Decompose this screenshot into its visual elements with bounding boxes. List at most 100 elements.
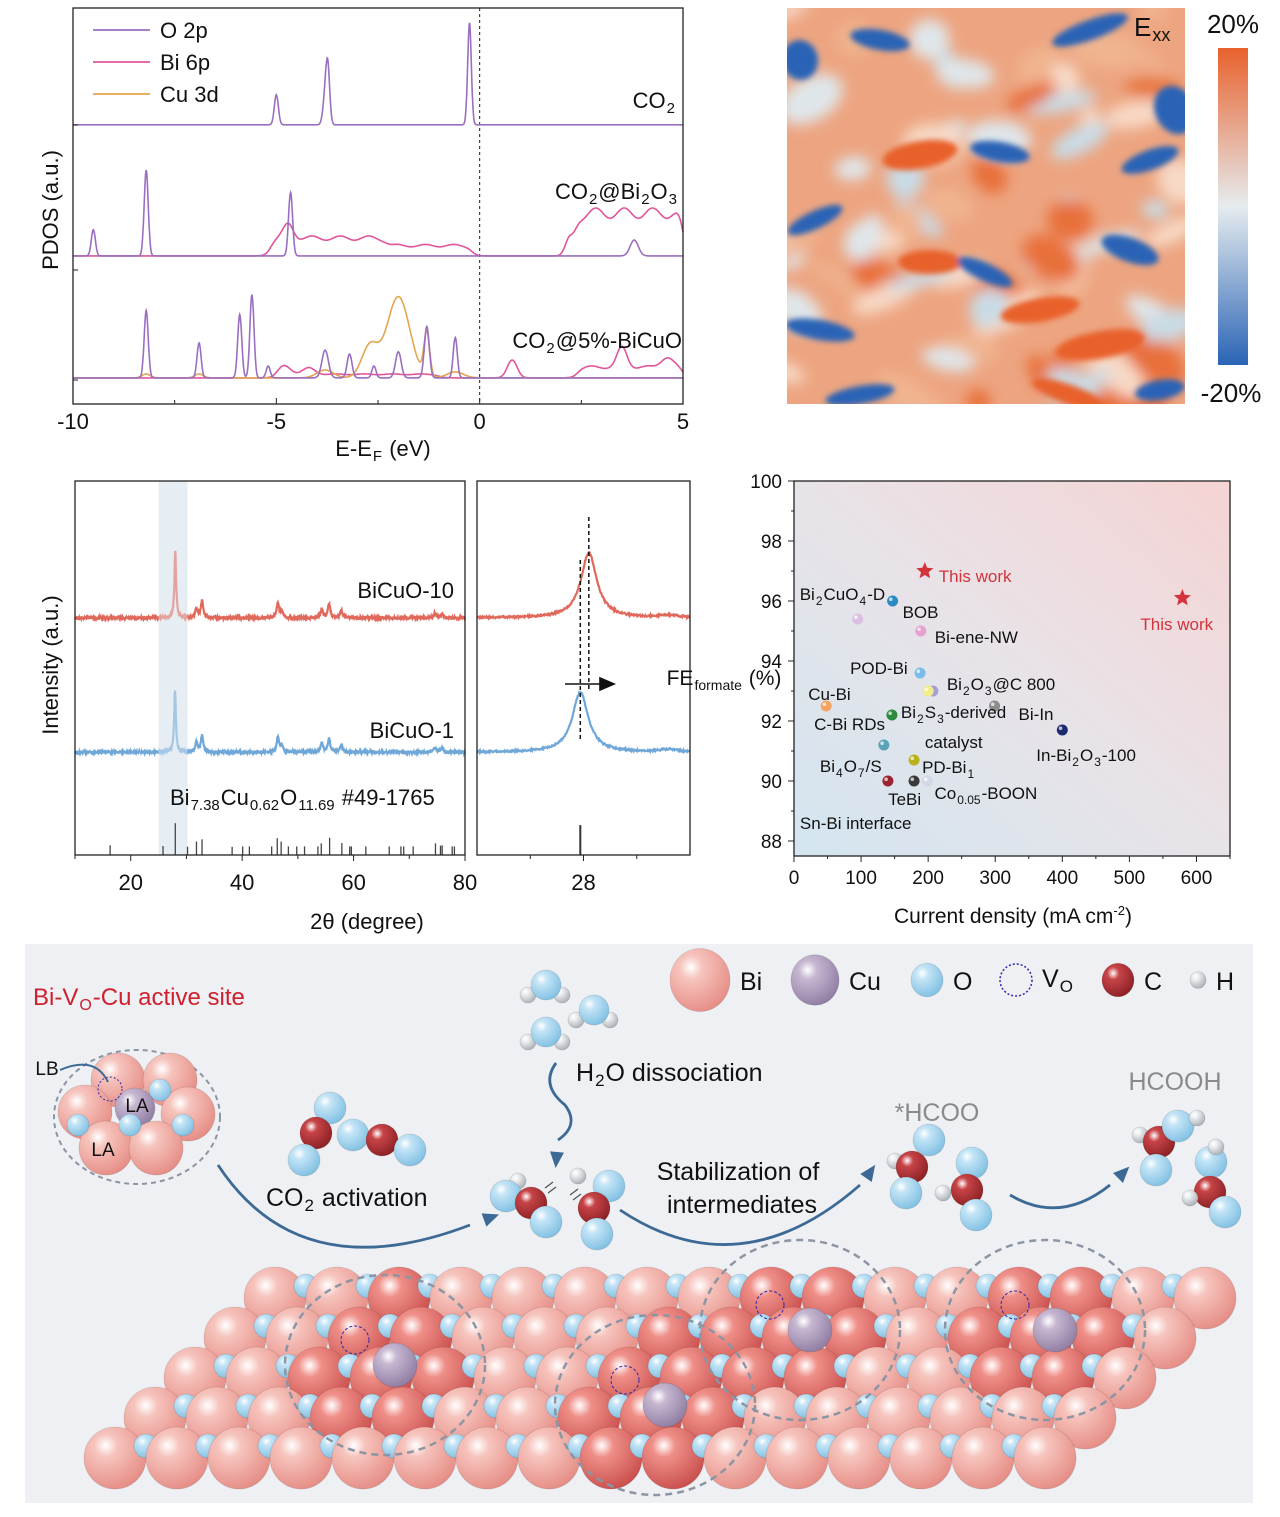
label-part: xx [1152,25,1171,45]
scatter-plot-area [793,480,1231,857]
legend-label: Cu [849,968,881,996]
lb-arrow-icon [59,1063,109,1083]
strain-region [935,59,995,89]
point-label: This work [939,568,1012,585]
legend-cu-icon [790,954,840,1006]
label-part: Cu-Bi [808,685,851,704]
label-part: 4 [859,594,867,608]
label-part: 2 [595,1071,605,1090]
label-part: (eV) [383,436,431,461]
pdos-line-o2p-panel-0 [73,22,683,126]
atom-o [313,1091,347,1125]
label-part: Bi-V [33,984,79,1011]
lattice-bi-atom [207,1426,271,1490]
atom-o [1161,1109,1195,1143]
lattice-bi-atom [269,1426,333,1490]
atom-o [959,1198,993,1232]
lattice-bi-atom [455,1426,519,1490]
label-part: #49-1765 [335,785,435,810]
y-tick-label: 88 [761,832,782,853]
label-part: E [1134,12,1152,42]
hcoo-label: *HCOO [895,1099,980,1127]
label-part: C-Bi RDs [814,715,885,734]
label-part: (%) [742,667,782,690]
scatter-star-marker [916,562,934,579]
oxygen-vacancy-icon [610,1365,640,1395]
scatter-ylabel: FEformate (%) [667,668,782,692]
point-highlight [910,777,915,781]
label-part: O [1079,746,1094,765]
cluster-o-atom [118,1113,142,1137]
series-label: BiCuO-10 [357,578,454,603]
point-label: Bi4O7/S [820,758,882,779]
stabilization-label: Stabilization of [657,1158,820,1186]
atom-c [299,1116,333,1150]
label-part: Bi [900,703,917,722]
strain-region [909,19,950,60]
label-part: 2 [641,191,650,208]
point-label: This work [1140,616,1213,633]
label-part: 2 [666,100,675,117]
site-label-la: LA [91,1140,115,1161]
product-arrow-icon-head [1113,1166,1130,1183]
label-part: 2 [962,684,970,698]
xrd-line-bicuo-1 [73,690,467,758]
compressive-region [1101,234,1159,266]
label-part: -BOON [981,784,1038,803]
strain-heatmap [787,8,1185,404]
label-part: 2 [546,340,555,357]
point-highlight [990,702,995,706]
label-part: Bi [819,757,835,776]
atom-o [1139,1153,1173,1187]
compressive-region [850,28,910,52]
lattice-bi-atom [703,1426,767,1490]
strain-region [1050,122,1109,160]
label-part: 0.62 [249,797,280,814]
atom-h [934,1184,952,1202]
active-site-outline [943,1238,1147,1422]
tensile-region [1055,329,1145,361]
compressive-region [1052,13,1128,47]
active-site-cu-atom [787,1307,833,1353]
x-tick-label: 0 [474,409,486,434]
strain-region [843,221,880,261]
y-tick-label: 90 [761,772,782,793]
tensile-region [898,250,962,274]
strain-region [1079,106,1101,128]
lattice-bi-atom [1133,1306,1197,1370]
lattice-bi-atom [393,1426,457,1490]
label-part: activation [314,1184,428,1212]
lattice-bi-atom [1093,1346,1157,1410]
point-highlight [880,741,884,745]
y-tick-label: 94 [761,652,783,673]
x-tick-label: 28 [571,870,595,895]
label-part: @5%-BiCuO [555,328,682,353]
h2o-dissociation-arrow-icon-head [550,1151,564,1168]
label-part: O [843,757,857,776]
compressive-region [957,256,1013,288]
atom-o [336,1118,370,1152]
legend-label: O 2p [160,18,208,43]
compressive-region [787,40,819,80]
pdos-chart: -10 -5 0 5 PDOS (a.u.) O 2p Bi 6p Cu 3d [38,7,689,434]
label-part: 1 [967,767,975,781]
point-label: Bi2S3-derived [901,704,1006,725]
x-tick-label: 400 [1046,868,1078,889]
lattice-bi-atom [827,1426,891,1490]
x-tick-label: -5 [267,409,287,434]
strain-region [787,225,824,270]
legend-bi-icon [669,948,731,1012]
point-highlight [888,711,892,715]
x-tick-label: 5 [677,409,689,434]
strain-region [1017,46,1061,84]
atom-o [912,1123,946,1157]
label-part: CO [632,88,666,113]
strain-region [787,73,843,125]
oxygen-vacancy-icon [340,1325,370,1355]
label-part: O [970,675,984,694]
compressive-region [787,204,843,236]
x-tick-label: -10 [57,409,89,434]
cluster-o-atom [171,1113,195,1137]
point-label: PD-Bi1 [922,759,975,780]
